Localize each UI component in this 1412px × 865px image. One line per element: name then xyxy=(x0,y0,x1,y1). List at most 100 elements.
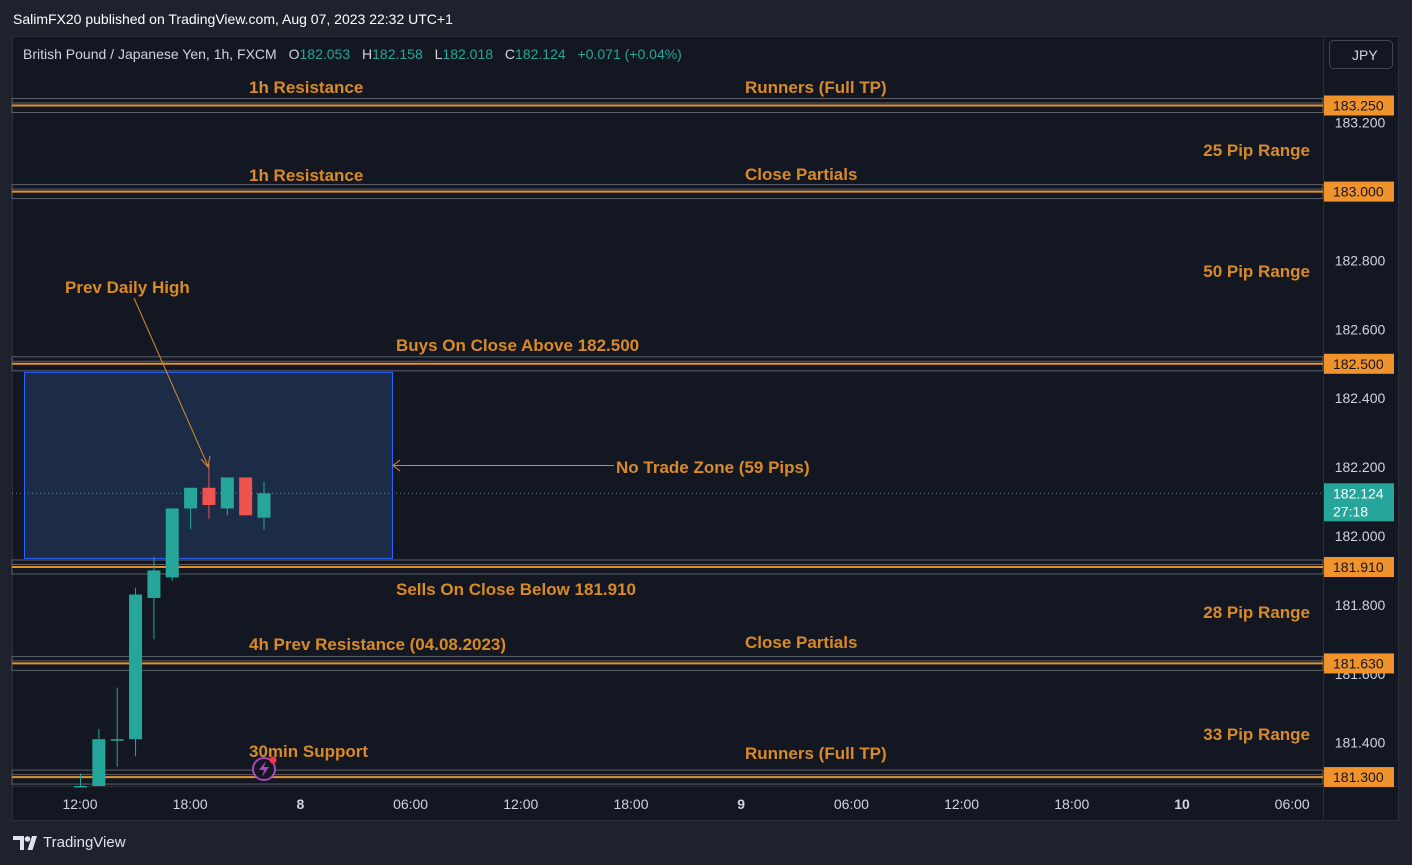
tradingview-logo[interactable]: TradingView xyxy=(13,834,126,851)
price-axis[interactable]: 183.200 182.800 182.600 182.400 182.200 182.0… xyxy=(1335,115,1386,751)
time-axis[interactable]: 12:00 18:00 8 06:00 12:00 18:00 9 06:00 12:00 18:… xyxy=(62,796,1309,812)
candlesticks[interactable] xyxy=(74,463,271,788)
candle-9[interactable] xyxy=(239,477,253,516)
price-tick-4: 182.200 xyxy=(1335,459,1386,475)
candle-body-4 xyxy=(147,570,161,598)
annotation-no-trade-zone[interactable]: No Trade Zone (59 Pips) xyxy=(616,458,810,477)
horizontal-levels[interactable] xyxy=(11,98,1324,785)
price-tick-3: 182.400 xyxy=(1335,390,1386,406)
time-tick-1: 18:00 xyxy=(173,796,208,812)
time-tick-6: 9 xyxy=(737,796,745,812)
annotation-33-pip-range[interactable]: 33 Pip Range xyxy=(1203,725,1310,744)
annotation-buys-above[interactable]: Buys On Close Above 182.500 xyxy=(396,336,639,355)
annotation-prev-daily-high[interactable]: Prev Daily High xyxy=(65,278,190,297)
candle-body-1 xyxy=(92,739,106,786)
annotation-30min-support[interactable]: 30min Support xyxy=(249,742,368,761)
level-price-label-5: 181.300 xyxy=(1333,769,1384,785)
publisher-line: SalimFX20 published on TradingView.com, … xyxy=(13,11,453,27)
time-tick-0: 12:00 xyxy=(62,796,97,812)
legend-high-label: H xyxy=(362,46,372,62)
price-tick-1: 182.800 xyxy=(1335,252,1386,268)
candle-body-5 xyxy=(165,508,179,578)
level-price-label-3: 181.910 xyxy=(1333,559,1384,575)
annotation-28-pip-range[interactable]: 28 Pip Range xyxy=(1203,603,1310,622)
level-price-tag-3 xyxy=(1324,556,1394,577)
legend-high-value: 182.158 xyxy=(372,46,423,62)
candle-body-9 xyxy=(239,477,253,516)
candle-1[interactable] xyxy=(92,728,106,786)
candle-4[interactable] xyxy=(147,556,161,640)
level-price-tag-4 xyxy=(1324,653,1394,674)
currency-button-label: JPY xyxy=(1352,47,1378,63)
candle-body-6 xyxy=(184,487,198,509)
last-price-value: 182.124 xyxy=(1333,485,1384,501)
legend-low-value: 182.018 xyxy=(442,46,493,62)
annotation-close-partials-bottom[interactable]: Close Partials xyxy=(745,633,857,652)
time-tick-8: 12:00 xyxy=(944,796,979,812)
price-tick-2: 182.600 xyxy=(1335,321,1386,337)
legend-change: +0.071 (+0.04%) xyxy=(578,46,682,62)
price-tick-8: 181.400 xyxy=(1335,735,1386,751)
annotations: 1h Resistance Runners (Full TP) 25 Pip R… xyxy=(65,78,1310,763)
candle-0[interactable] xyxy=(74,773,87,788)
candle-body-7 xyxy=(202,487,216,506)
annotation-1h-resistance-second[interactable]: 1h Resistance xyxy=(249,166,363,185)
time-tick-11: 06:00 xyxy=(1275,796,1310,812)
last-price-tag: 182.124 27:18 xyxy=(1324,483,1394,522)
price-tick-0: 183.200 xyxy=(1335,115,1386,131)
prev-daily-high-arrowhead-icon xyxy=(200,455,211,469)
annotation-sells-below[interactable]: Sells On Close Below 181.910 xyxy=(396,580,636,599)
price-tick-5: 182.000 xyxy=(1335,528,1386,544)
candle-3[interactable] xyxy=(129,587,143,757)
candle-body-10 xyxy=(257,493,271,518)
countdown-value: 27:18 xyxy=(1333,503,1368,519)
time-tick-9: 18:00 xyxy=(1054,796,1089,812)
annotation-25-pip-range[interactable]: 25 Pip Range xyxy=(1203,141,1310,160)
tradingview-brand: TradingView xyxy=(43,834,126,851)
legend-close-label: C xyxy=(505,46,515,62)
chart-legend: British Pound / Japanese Yen, 1h, FXCM O… xyxy=(23,46,682,62)
candle-5[interactable] xyxy=(165,508,179,581)
no-trade-zone-arrowhead-icon xyxy=(392,459,401,472)
prev-daily-high-arrow[interactable] xyxy=(133,297,209,467)
time-tick-10: 10 xyxy=(1174,796,1190,812)
tradingview-logo-icon xyxy=(13,835,37,850)
level-price-label-2: 182.500 xyxy=(1333,356,1384,372)
legend-low-label: L xyxy=(435,46,443,62)
level-price-label-1: 183.000 xyxy=(1333,184,1384,200)
level-price-label-4: 181.630 xyxy=(1333,655,1384,671)
time-tick-4: 12:00 xyxy=(503,796,538,812)
candle-8[interactable] xyxy=(220,477,234,516)
annotation-runners-bottom[interactable]: Runners (Full TP) xyxy=(745,744,887,763)
level-price-tag-5 xyxy=(1324,767,1394,788)
candle-body-8 xyxy=(220,477,234,509)
price-tags: 183.250 183.000 182.500 181.910 181.630 181.3… xyxy=(1324,95,1394,788)
currency-button[interactable]: JPY xyxy=(1329,40,1393,69)
annotation-1h-resistance-top[interactable]: 1h Resistance xyxy=(249,78,363,97)
time-tick-7: 06:00 xyxy=(834,796,869,812)
annotation-4h-prev-resistance[interactable]: 4h Prev Resistance (04.08.2023) xyxy=(249,635,506,654)
candle-body-2 xyxy=(110,739,124,741)
level-price-tag-0 xyxy=(1324,95,1394,116)
level-price-tag-1 xyxy=(1324,181,1394,202)
event-lightning-icon[interactable] xyxy=(252,756,277,781)
annotation-50-pip-range[interactable]: 50 Pip Range xyxy=(1203,262,1310,281)
legend-open-value: 182.053 xyxy=(300,46,351,62)
candle-2[interactable] xyxy=(110,687,124,767)
annotation-close-partials-top[interactable]: Close Partials xyxy=(745,165,857,184)
candle-body-0 xyxy=(74,786,87,788)
candle-body-3 xyxy=(129,594,143,740)
time-tick-3: 06:00 xyxy=(393,796,428,812)
legend-open-label: O xyxy=(289,46,300,62)
price-tick-6: 181.800 xyxy=(1335,597,1386,613)
legend-symbol: British Pound / Japanese Yen, 1h, FXCM xyxy=(23,46,277,62)
annotation-runners-top[interactable]: Runners (Full TP) xyxy=(745,78,887,97)
candle-6[interactable] xyxy=(184,487,198,530)
level-price-tag-2 xyxy=(1324,353,1394,374)
legend-close-value: 182.124 xyxy=(515,46,566,62)
time-tick-2: 8 xyxy=(297,796,305,812)
level-price-label-0: 183.250 xyxy=(1333,98,1384,114)
candle-10[interactable] xyxy=(257,481,271,530)
candle-7[interactable] xyxy=(202,463,216,519)
